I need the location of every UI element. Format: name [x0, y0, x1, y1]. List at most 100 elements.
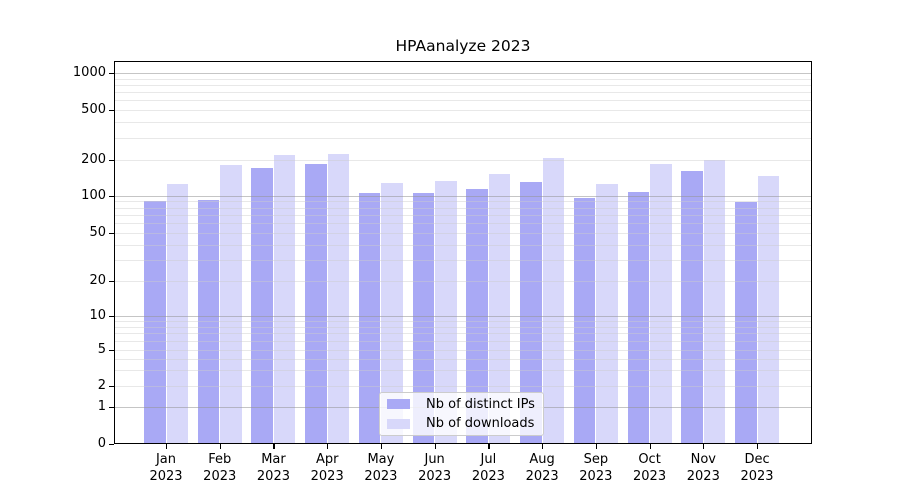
legend-item-downloads: Nb of downloads	[380, 415, 543, 432]
minor-gridline-60	[114, 223, 812, 225]
bar-distinct-ips-may	[358, 193, 381, 444]
legend: Nb of distinct IPs Nb of downloads	[379, 392, 544, 436]
x-tick-label-feb: Feb 2023	[188, 452, 252, 485]
y-tick-10	[109, 316, 114, 318]
x-tick-label-jun: Jun 2023	[403, 452, 467, 485]
x-tick-year-jul: 2023	[471, 468, 505, 484]
y-tick-0	[109, 444, 114, 446]
bar-downloads-oct	[650, 164, 672, 444]
minor-gridline-80	[114, 207, 812, 209]
y-tick-label-200: 200	[81, 151, 106, 167]
bar-downloads-may	[381, 182, 403, 444]
x-tick-year-dec: 2023	[740, 468, 774, 484]
bar-distinct-ips-mar	[251, 167, 273, 444]
minor-gridline-30	[114, 259, 812, 261]
y-tick-label-5: 5	[97, 342, 106, 357]
x-tick-label-aug: Aug 2023	[510, 452, 574, 485]
major-gridline-1000	[114, 73, 812, 74]
x-tick-jun	[434, 444, 436, 449]
minor-gridline-4	[114, 358, 812, 360]
major-gridline-100	[114, 195, 812, 197]
x-tick-oct	[649, 444, 651, 449]
x-tick-year-sep: 2023	[579, 468, 613, 484]
x-tick-label-may: May 2023	[349, 452, 413, 485]
major-gridline-10	[114, 316, 812, 317]
x-tick-label-dec: Dec 2023	[725, 452, 789, 485]
x-tick-month-mar: Mar	[261, 452, 286, 467]
x-tick-month-aug: Aug	[529, 452, 555, 467]
legend-swatch-distinct-ips	[387, 399, 410, 410]
bar-distinct-ips-nov	[681, 171, 703, 444]
x-tick-dec	[757, 444, 759, 449]
y-tick-label-50: 50	[89, 225, 106, 240]
bar-downloads-mar	[273, 154, 296, 444]
minor-gridline-600	[114, 100, 812, 102]
minor-gridline-400	[114, 122, 812, 124]
minor-gridline-2	[114, 385, 812, 387]
x-tick-label-nov: Nov 2023	[671, 452, 735, 485]
minor-gridline-200	[114, 159, 812, 161]
y-tick-label-100: 100	[81, 187, 106, 203]
x-tick-year-apr: 2023	[310, 468, 344, 484]
x-tick-month-may: May	[367, 452, 395, 467]
minor-gridline-900	[114, 78, 812, 80]
y-tick-5	[109, 350, 114, 352]
x-tick-month-sep: Sep	[583, 452, 609, 467]
y-tick-500	[109, 110, 114, 112]
minor-gridline-9	[114, 321, 812, 323]
x-tick-feb	[219, 444, 221, 449]
x-tick-label-jan: Jan 2023	[134, 452, 198, 485]
x-tick-mar	[273, 444, 275, 449]
x-tick-month-dec: Dec	[744, 452, 770, 467]
x-tick-year-aug: 2023	[525, 468, 559, 484]
x-tick-month-jan: Jan	[155, 452, 177, 467]
y-tick-200	[109, 159, 114, 161]
x-tick-year-may: 2023	[364, 468, 398, 484]
x-tick-aug	[542, 444, 544, 449]
minor-gridline-700	[114, 92, 812, 94]
y-tick-label-20: 20	[89, 273, 106, 288]
x-tick-label-oct: Oct 2023	[618, 452, 682, 485]
x-tick-month-nov: Nov	[690, 452, 716, 467]
y-tick-label-1: 1	[97, 399, 106, 414]
x-tick-year-jun: 2023	[418, 468, 452, 484]
y-tick-50	[109, 233, 114, 235]
y-tick-label-1000: 1000	[72, 65, 106, 80]
x-tick-apr	[327, 444, 329, 449]
y-tick-label-10: 10	[89, 308, 106, 323]
bar-distinct-ips-aug	[520, 181, 542, 444]
x-tick-jul	[488, 444, 490, 449]
minor-gridline-300	[114, 137, 812, 139]
bar-downloads-nov	[703, 159, 726, 444]
x-tick-year-oct: 2023	[633, 468, 667, 484]
bar-downloads-aug	[542, 158, 565, 444]
x-tick-year-feb: 2023	[203, 468, 237, 484]
bar-downloads-feb	[220, 164, 242, 444]
x-tick-nov	[703, 444, 705, 449]
chart-title: HPAanalyze 2023	[395, 37, 531, 55]
legend-label-distinct-ips: Nb of distinct IPs	[426, 396, 535, 412]
minor-gridline-20	[114, 281, 812, 282]
y-tick-2	[109, 385, 114, 387]
bar-distinct-ips-feb	[197, 200, 220, 444]
minor-gridline-5	[114, 350, 812, 351]
bar-downloads-jan	[166, 184, 188, 444]
x-tick-year-nov: 2023	[686, 468, 720, 484]
legend-item-distinct-ips: Nb of distinct IPs	[380, 396, 543, 413]
bar-distinct-ips-sep	[573, 197, 596, 444]
minor-gridline-90	[114, 201, 812, 203]
bar-downloads-apr	[327, 153, 350, 444]
bar-downloads-jun	[435, 180, 457, 444]
x-tick-label-jul: Jul 2023	[456, 452, 520, 485]
minor-gridline-3	[114, 369, 812, 371]
minor-gridline-40	[114, 244, 812, 246]
x-tick-label-mar: Mar 2023	[241, 452, 305, 485]
minor-gridline-70	[114, 214, 812, 216]
y-tick-100	[109, 195, 114, 197]
bar-distinct-ips-jan	[144, 201, 166, 444]
x-tick-year-jan: 2023	[149, 468, 183, 484]
x-tick-month-oct: Oct	[638, 452, 661, 467]
bar-distinct-ips-dec	[735, 202, 757, 444]
minor-gridline-6	[114, 341, 812, 343]
